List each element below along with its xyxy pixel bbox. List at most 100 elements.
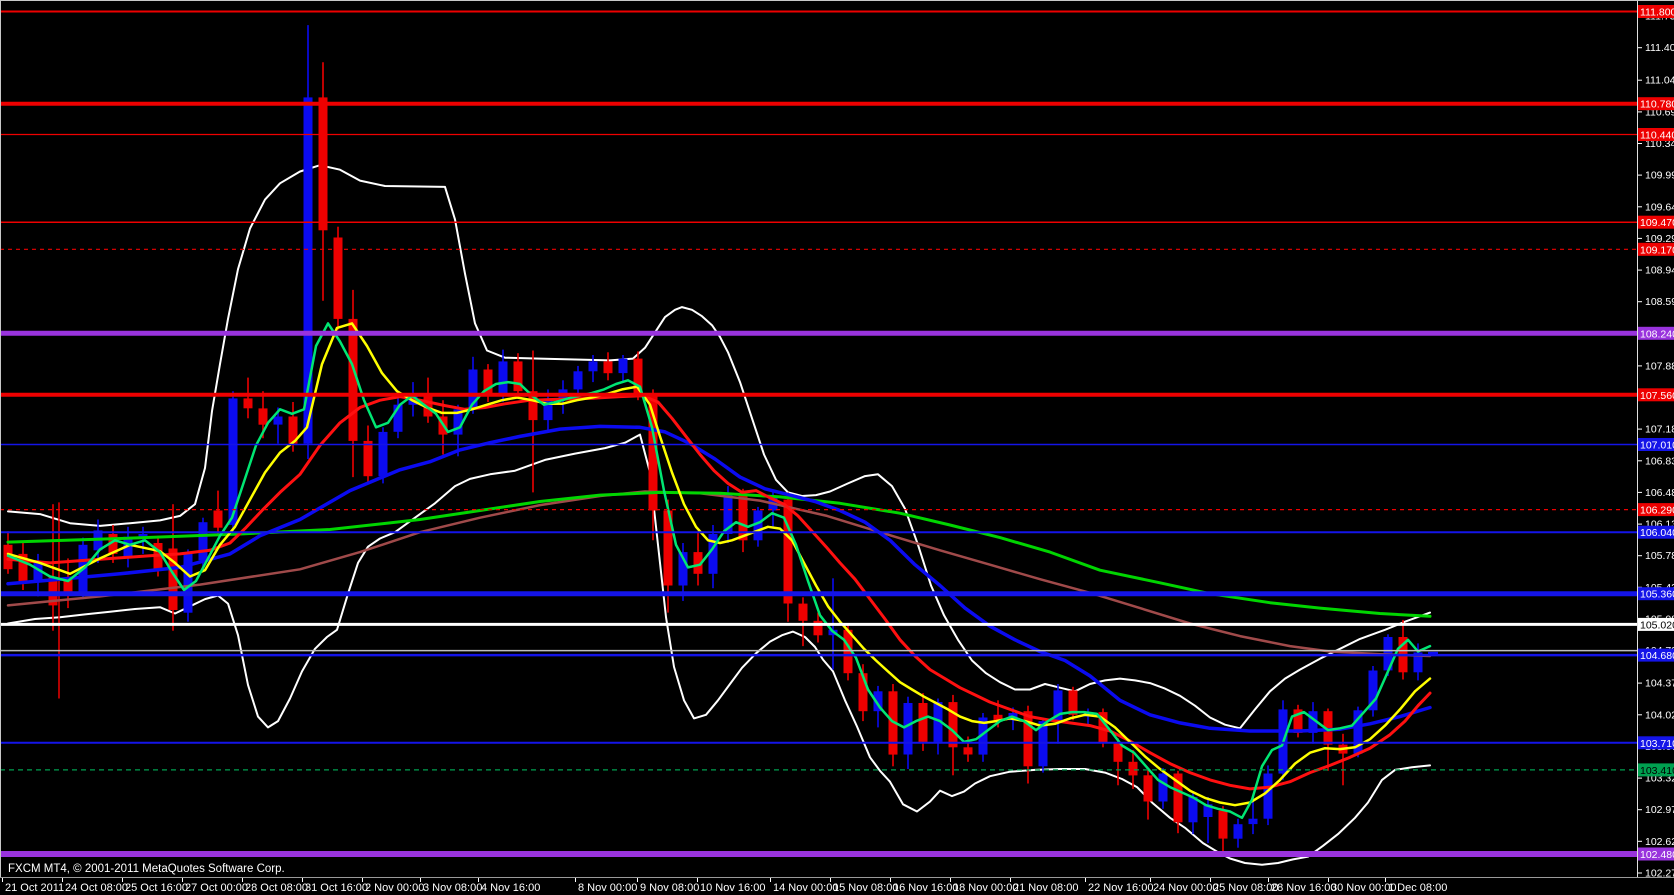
bull-candle-body xyxy=(453,409,463,435)
bull-candle-body xyxy=(1308,711,1318,733)
time-tick-label[interactable]: 28 Nov 16:00 xyxy=(1271,882,1336,894)
bull-candle-body xyxy=(723,495,733,534)
price-level-badge xyxy=(1638,503,1674,517)
price-tick-label: 106.480 xyxy=(1645,487,1674,499)
time-tick-label[interactable]: 14 Nov 00:00 xyxy=(773,882,838,894)
bear-candle-body xyxy=(1323,711,1333,745)
price-level-badge-label: 107.560 xyxy=(1640,390,1674,402)
horizontal-levels-layer xyxy=(0,10,1637,857)
price-axis[interactable]: 111.750111.400111.040110.690110.340109.9… xyxy=(1637,0,1674,895)
time-tick-label[interactable]: 25 Nov 08:00 xyxy=(1213,882,1278,894)
ma-yellow xyxy=(6,322,1432,807)
bear-candle-body xyxy=(1098,712,1108,743)
price-level-badge-label: 105.360 xyxy=(1640,589,1674,601)
bear-candle-body xyxy=(633,358,643,395)
bull-candle-body xyxy=(753,510,763,541)
price-level-badge xyxy=(1638,242,1674,256)
bear-candle-body xyxy=(783,499,793,604)
time-tick-label[interactable]: 24 Nov 00:00 xyxy=(1153,882,1218,894)
price-level-badge xyxy=(1638,326,1674,340)
bear-candle-body xyxy=(1068,690,1078,715)
time-tick-label[interactable]: 21 Nov 08:00 xyxy=(1013,882,1078,894)
price-level-badge xyxy=(1638,215,1674,229)
bear-candle-body xyxy=(1143,775,1153,802)
price-level-badge xyxy=(1638,617,1674,631)
time-axis-background xyxy=(0,878,1638,895)
time-tick-label[interactable]: 2 Nov 00:00 xyxy=(365,882,424,894)
bull-candle-body xyxy=(1263,773,1273,819)
price-level-badge-label: 103.710 xyxy=(1640,738,1674,750)
price-tick-label: 106.830 xyxy=(1645,455,1674,467)
time-tick-label[interactable]: 10 Nov 16:00 xyxy=(700,882,765,894)
price-level-badge xyxy=(1638,388,1674,402)
price-tick-label: 104.370 xyxy=(1645,678,1674,690)
price-tick-label: 104.020 xyxy=(1645,709,1674,721)
ma-red xyxy=(6,394,1432,791)
bear-candle-body xyxy=(648,394,658,511)
bear-candle-body xyxy=(168,548,178,610)
time-tick-label[interactable]: 25 Oct 16:00 xyxy=(125,882,188,894)
price-level-badge xyxy=(1638,587,1674,601)
price-tick-label: 102.970 xyxy=(1645,804,1674,816)
bear-candle-body xyxy=(333,237,343,319)
time-tick-label[interactable]: 8 Nov 00:00 xyxy=(578,882,637,894)
time-tick-label[interactable]: 18 Nov 00:00 xyxy=(953,882,1018,894)
price-tick-label: 111.040 xyxy=(1645,75,1674,87)
time-tick-label[interactable]: 22 Nov 16:00 xyxy=(1088,882,1153,894)
bear-candle-body xyxy=(483,369,493,396)
price-tick-label: 109.990 xyxy=(1645,170,1674,182)
bull-candle-body xyxy=(1188,797,1198,823)
ma-brown-slow xyxy=(6,490,1432,658)
time-tick-label[interactable]: 31 Oct 16:00 xyxy=(305,882,368,894)
price-level-badge xyxy=(1638,97,1674,111)
price-level-badge-label: 102.480 xyxy=(1640,849,1674,861)
time-tick-label[interactable]: 16 Nov 16:00 xyxy=(893,882,958,894)
bear-candle-body xyxy=(843,629,853,674)
time-tick-label[interactable]: 9 Nov 08:00 xyxy=(640,882,699,894)
bear-candle-body xyxy=(693,552,703,574)
time-tick-label[interactable]: 1 Dec 08:00 xyxy=(1388,882,1447,894)
bull-candle-body xyxy=(378,431,388,477)
price-level-badge-label: 104.680 xyxy=(1640,650,1674,662)
time-tick-label[interactable]: 21 Oct 2011 xyxy=(5,882,64,894)
price-level-badge-label: 110.440 xyxy=(1640,130,1674,142)
bull-candle-body xyxy=(1233,824,1243,839)
bull-candle-body xyxy=(468,369,478,408)
bollinger-upper xyxy=(7,164,1431,730)
moving-averages-layer xyxy=(6,322,1432,820)
time-tick-label[interactable]: 30 Nov 00:00 xyxy=(1331,882,1396,894)
ma-green-slow xyxy=(6,490,1432,618)
price-level-badge-label: 103.410 xyxy=(1640,765,1674,777)
bear-candle-body xyxy=(1128,761,1138,776)
bull-candle-body xyxy=(198,522,208,561)
bull-candle-body xyxy=(273,416,283,425)
time-tick-label[interactable]: 28 Oct 08:00 xyxy=(245,882,308,894)
price-level-badge-label: 110.780 xyxy=(1640,99,1674,111)
bull-candle-body xyxy=(543,398,553,421)
bollinger-bands-layer xyxy=(7,164,1431,866)
price-tick-label: 105.780 xyxy=(1645,550,1674,562)
bear-candle-body xyxy=(318,97,328,231)
time-tick-label[interactable]: 3 Nov 08:00 xyxy=(423,882,482,894)
time-tick-label[interactable]: 15 Nov 08:00 xyxy=(833,882,898,894)
price-level-badge xyxy=(1638,525,1674,539)
price-level-badge xyxy=(1638,5,1674,18)
bull-candle-body xyxy=(708,534,718,574)
time-tick-label[interactable]: 24 Oct 08:00 xyxy=(65,882,128,894)
time-tick-label[interactable]: 27 Oct 00:00 xyxy=(185,882,248,894)
bear-candle-body xyxy=(603,361,613,374)
bear-candle-body xyxy=(108,534,118,554)
bear-candle-body xyxy=(513,361,523,392)
price-level-badge-label: 105.020 xyxy=(1640,619,1674,631)
price-level-badge-label: 107.010 xyxy=(1640,440,1674,452)
bull-candle-body xyxy=(1248,818,1258,825)
price-tick-label: 109.640 xyxy=(1645,201,1674,213)
price-level-badge-label: 106.040 xyxy=(1640,527,1674,539)
bear-candle-body xyxy=(948,702,958,748)
time-tick-label[interactable]: 4 Nov 16:00 xyxy=(481,882,540,894)
bear-candle-body xyxy=(348,318,358,441)
ma-blue xyxy=(6,424,1432,733)
